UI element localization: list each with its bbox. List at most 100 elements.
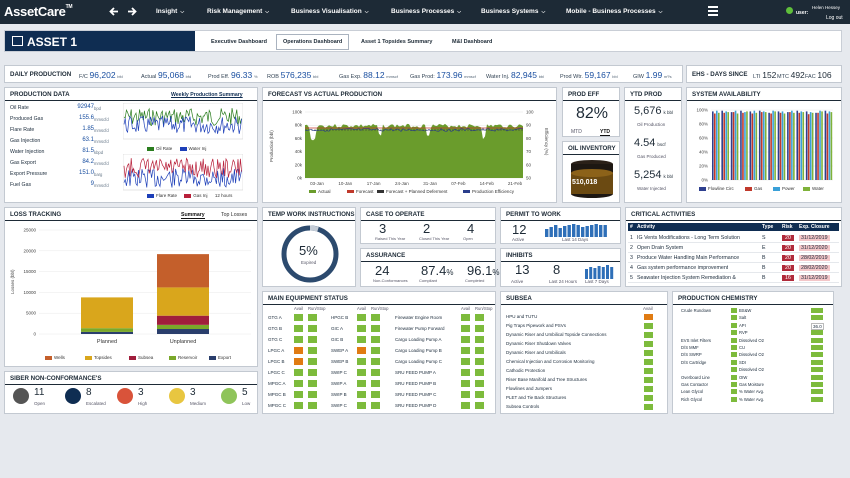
hamburger-menu-icon[interactable] bbox=[708, 6, 718, 17]
ncr-icon[interactable] bbox=[117, 388, 133, 404]
subsea-status[interactable] bbox=[644, 350, 653, 356]
mes-avail-status[interactable] bbox=[357, 380, 366, 387]
ncr-icon[interactable] bbox=[169, 388, 185, 404]
mes-avail-status[interactable] bbox=[357, 358, 366, 365]
mes-avail-status[interactable] bbox=[294, 402, 303, 409]
mes-run-status[interactable] bbox=[308, 358, 317, 365]
ncr-icon[interactable] bbox=[65, 388, 81, 404]
assetcare-logo[interactable]: AssetCareTM bbox=[4, 4, 73, 19]
mes-avail-status[interactable] bbox=[357, 314, 366, 321]
chem-status[interactable] bbox=[731, 382, 737, 387]
subsea-status[interactable] bbox=[644, 359, 653, 365]
chem-param-status[interactable] bbox=[811, 396, 823, 402]
logout-link[interactable]: Log out bbox=[826, 15, 843, 21]
critical-row[interactable] bbox=[628, 234, 839, 243]
mes-avail-status[interactable] bbox=[461, 347, 470, 354]
mes-run-status[interactable] bbox=[371, 358, 380, 365]
tab-asset1-topsides-summary[interactable]: Asset 1 Topsides Summary bbox=[361, 39, 433, 45]
mes-run-status[interactable] bbox=[475, 380, 484, 387]
mes-run-status[interactable] bbox=[475, 402, 484, 409]
chem-status[interactable] bbox=[731, 337, 737, 343]
prod-eff-mtd-tab[interactable]: MTD bbox=[571, 129, 582, 135]
chem-status[interactable] bbox=[731, 389, 737, 395]
chem-param-status[interactable] bbox=[811, 337, 823, 343]
mes-run-status[interactable] bbox=[371, 402, 380, 409]
mes-avail-status[interactable] bbox=[294, 369, 303, 376]
mes-run-status[interactable] bbox=[308, 380, 317, 387]
mes-run-status[interactable] bbox=[308, 391, 317, 398]
mes-avail-status[interactable] bbox=[294, 325, 303, 332]
mes-run-status[interactable] bbox=[371, 380, 380, 387]
mes-run-status[interactable] bbox=[371, 336, 380, 343]
mes-run-status[interactable] bbox=[308, 369, 317, 376]
mes-run-status[interactable] bbox=[475, 369, 484, 376]
mes-run-status[interactable] bbox=[308, 402, 317, 409]
chem-status[interactable] bbox=[731, 374, 737, 380]
mes-run-status[interactable] bbox=[475, 358, 484, 365]
mes-run-status[interactable] bbox=[475, 347, 484, 354]
tab-executive-dashboard[interactable]: Executive Dashboard bbox=[211, 39, 267, 45]
critical-row[interactable] bbox=[628, 274, 839, 283]
mes-avail-status[interactable] bbox=[461, 336, 470, 343]
chem-status[interactable] bbox=[731, 308, 737, 313]
mes-run-status[interactable] bbox=[475, 336, 484, 343]
critical-row[interactable] bbox=[628, 244, 839, 253]
tab-operations-dashboard[interactable]: Operations Dashboard bbox=[276, 34, 350, 50]
mes-avail-status[interactable] bbox=[294, 347, 303, 354]
mes-avail-status[interactable] bbox=[357, 325, 366, 332]
tab-mi-dashboard[interactable]: M&I Dashboard bbox=[452, 39, 493, 45]
subsea-status[interactable] bbox=[644, 386, 653, 392]
mes-avail-status[interactable] bbox=[461, 402, 470, 409]
nav-risk-management[interactable]: Risk Management ⌵ bbox=[207, 8, 270, 15]
mes-run-status[interactable] bbox=[475, 325, 484, 332]
subsea-status[interactable] bbox=[644, 314, 653, 320]
mes-avail-status[interactable] bbox=[461, 380, 470, 387]
mes-avail-status[interactable] bbox=[461, 314, 470, 321]
nav-business-processes[interactable]: Business Processes ⌵ bbox=[391, 8, 462, 15]
subsea-status[interactable] bbox=[644, 368, 653, 374]
mes-run-status[interactable] bbox=[308, 336, 317, 343]
mes-avail-status[interactable] bbox=[294, 314, 303, 321]
mes-avail-status[interactable] bbox=[294, 380, 303, 387]
mes-avail-status[interactable] bbox=[461, 369, 470, 376]
chem-param-status[interactable] bbox=[811, 359, 823, 365]
mes-run-status[interactable] bbox=[308, 325, 317, 332]
chem-status[interactable] bbox=[731, 330, 737, 336]
chem-param-status[interactable] bbox=[811, 382, 823, 387]
mes-run-status[interactable] bbox=[371, 314, 380, 321]
mes-run-status[interactable] bbox=[371, 325, 380, 332]
subsea-status[interactable] bbox=[644, 332, 653, 338]
chem-status[interactable] bbox=[731, 315, 737, 321]
ncr-icon[interactable] bbox=[221, 388, 237, 404]
mes-avail-status[interactable] bbox=[294, 358, 303, 365]
mes-avail-status[interactable] bbox=[357, 347, 366, 354]
chem-param-status[interactable] bbox=[811, 330, 823, 336]
subsea-status[interactable] bbox=[644, 377, 653, 383]
chem-status[interactable] bbox=[731, 352, 737, 358]
mes-run-status[interactable] bbox=[475, 314, 484, 321]
mes-run-status[interactable] bbox=[308, 314, 317, 321]
chem-param-status[interactable] bbox=[811, 367, 823, 373]
chem-status[interactable] bbox=[731, 345, 737, 350]
chem-status[interactable] bbox=[731, 322, 737, 328]
nav-business-systems[interactable]: Business Systems ⌵ bbox=[481, 8, 546, 15]
chem-status[interactable] bbox=[731, 367, 737, 373]
weekly-production-summary-link[interactable]: Weekly Production Summary bbox=[171, 92, 243, 98]
mes-avail-status[interactable] bbox=[357, 336, 366, 343]
prod-eff-ytd-tab[interactable]: YTD bbox=[600, 129, 610, 136]
loss-summary-tab[interactable]: Summary bbox=[181, 212, 205, 219]
mes-run-status[interactable] bbox=[308, 347, 317, 354]
mes-run-status[interactable] bbox=[371, 391, 380, 398]
back-arrow-icon[interactable] bbox=[109, 7, 119, 16]
chem-param-status[interactable] bbox=[811, 374, 823, 380]
mes-run-status[interactable] bbox=[475, 391, 484, 398]
chem-param-status[interactable] bbox=[811, 315, 823, 321]
mes-avail-status[interactable] bbox=[357, 402, 366, 409]
mes-avail-status[interactable] bbox=[461, 358, 470, 365]
mes-run-status[interactable] bbox=[371, 369, 380, 376]
chem-param-status[interactable] bbox=[811, 308, 823, 313]
mes-avail-status[interactable] bbox=[461, 325, 470, 332]
mes-avail-status[interactable] bbox=[294, 336, 303, 343]
critical-row[interactable] bbox=[628, 264, 839, 273]
chem-status[interactable] bbox=[731, 359, 737, 365]
